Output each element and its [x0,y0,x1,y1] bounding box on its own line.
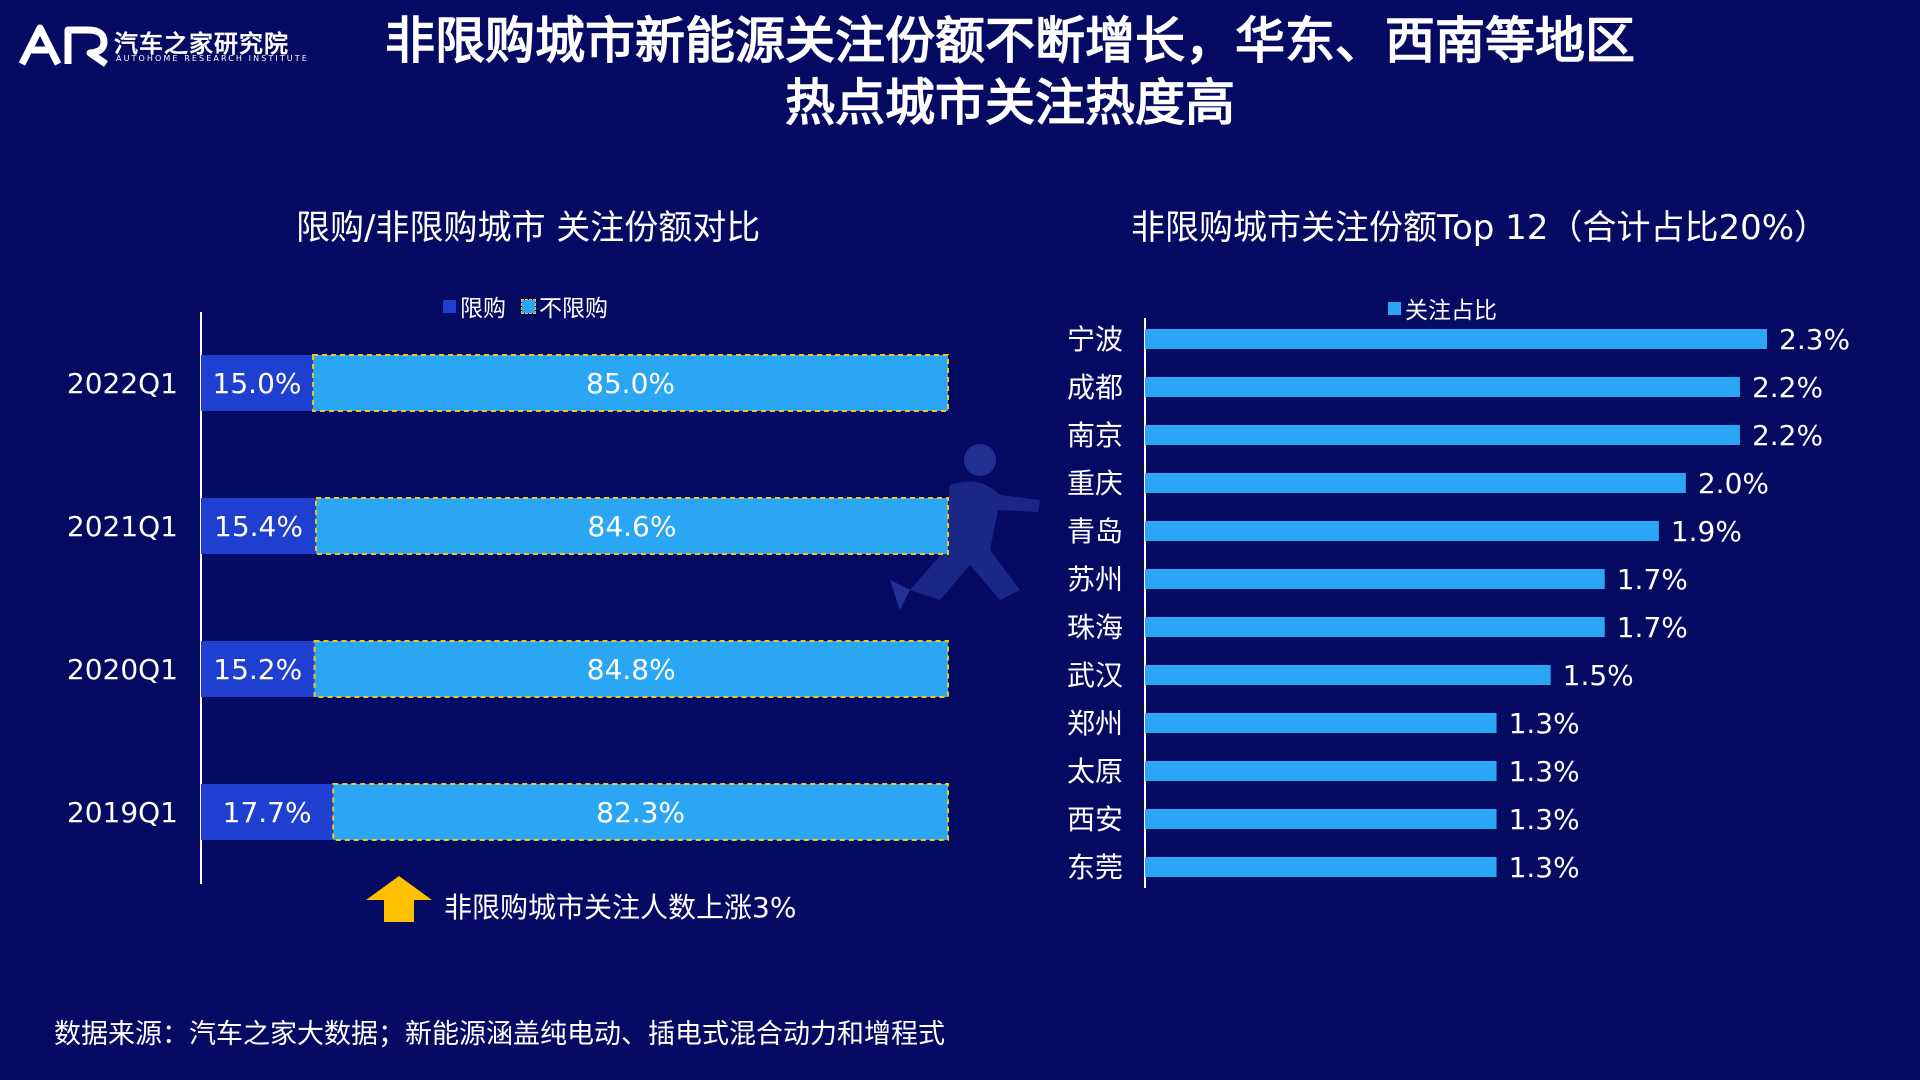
left-chart-bar-restricted [201,498,317,554]
right-chart-title: 非限购城市关注份额Top 12（合计占比20%） [1131,208,1829,248]
left-chart-bar-unrestricted [332,783,949,841]
left-chart-category-label: 2019Q1 [67,796,178,829]
up-arrow-icon [366,876,432,922]
right-chart-category-label: 南京 [1067,419,1123,452]
left-chart-data-label-restricted: 15.4% [214,510,303,543]
left-chart-data-label-unrestricted: 85.0% [586,367,675,400]
logo-en-text: AUTOHOME RESEARCH INSTITUTE [116,54,309,63]
left-chart-data-label-restricted: 17.7% [223,796,312,829]
left-chart-bar-restricted [201,355,314,411]
right-chart-data-label: 2.0% [1698,467,1769,500]
left-chart-bar-unrestricted [312,354,949,412]
runner-illustration-icon [890,444,1040,610]
left-chart-data-label-restricted: 15.2% [213,653,302,686]
right-chart-data-label: 2.3% [1779,323,1850,356]
legend-item-restricted: 限购 [443,289,506,323]
right-chart-category-label: 东莞 [1067,851,1123,884]
legend-label-restricted: 限购 [460,296,506,322]
right-chart-data-label: 1.3% [1509,755,1580,788]
right-chart-data-label: 1.3% [1509,707,1580,740]
left-chart-bar-restricted [201,641,315,697]
right-chart-bar [1145,425,1740,445]
right-chart-category-label: 太原 [1067,755,1123,788]
right-chart-data-label: 1.7% [1617,563,1688,596]
right-chart-bar [1145,713,1497,733]
legend-swatch-restricted [443,299,456,313]
right-chart-data-label: 1.3% [1509,851,1580,884]
right-chart-bar [1145,521,1659,541]
logo-cn-text: 汽车之家研究院 [114,30,289,58]
legend-label-unrestricted: 不限购 [539,296,608,322]
right-chart-category-label: 武汉 [1067,659,1123,692]
left-chart-category-label: 2021Q1 [67,510,178,543]
growth-note: 非限购城市关注人数上涨3% [444,891,797,924]
right-chart-bar [1145,857,1497,877]
right-chart-data-label: 1.9% [1671,515,1742,548]
right-chart-data-label: 2.2% [1752,371,1823,404]
right-chart-category-label: 西安 [1067,803,1123,836]
right-chart-bar [1145,569,1605,589]
right-chart-bar [1145,617,1605,637]
right-chart-category-label: 青岛 [1067,515,1123,548]
right-chart-legend: 关注占比 [1388,291,1513,325]
right-chart-bar [1145,809,1497,829]
autohome-ar-logo-icon [18,24,108,67]
right-chart-data-label: 1.7% [1617,611,1688,644]
legend-item-unrestricted: 不限购 [521,289,608,323]
page-title-line-2: 热点城市关注热度高 [785,74,1235,132]
legend-item-share: 关注占比 [1388,291,1497,325]
right-chart-data-label: 2.2% [1752,419,1823,452]
right-chart-category-label: 珠海 [1067,611,1123,644]
legend-swatch-share [1388,301,1401,315]
right-chart-category-label: 郑州 [1067,707,1123,740]
left-chart-category-label: 2020Q1 [67,653,178,686]
right-chart-category-label: 重庆 [1067,467,1123,500]
data-source: 数据来源：汽车之家大数据；新能源涵盖纯电动、插电式混合动力和增程式 [54,1019,945,1050]
page-title: 非限购城市新能源关注份额不断增长，华东、西南等地区 热点城市关注热度高 [300,10,1720,134]
left-chart-category-label: 2022Q1 [67,367,178,400]
left-chart-legend: 限购 不限购 [443,289,624,323]
right-chart-category-label: 苏州 [1067,563,1123,596]
right-chart-category-label: 成都 [1067,371,1123,404]
logo: 汽车之家研究院 AUTOHOME RESEARCH INSTITUTE [18,22,307,72]
legend-label-share: 关注占比 [1405,298,1497,324]
left-chart-bar-restricted [201,784,334,840]
left-chart-data-label-unrestricted: 84.8% [587,653,676,686]
page-title-line-1: 非限购城市新能源关注份额不断增长，华东、西南等地区 [385,12,1635,70]
left-chart-title: 限购/非限购城市 关注份额对比 [296,208,761,248]
right-chart-bar [1145,329,1767,349]
left-chart-bar-unrestricted [313,640,949,698]
legend-swatch-unrestricted [521,298,536,314]
left-chart-data-label-unrestricted: 82.3% [596,796,685,829]
right-chart-category-label: 宁波 [1067,323,1123,356]
left-chart-data-label-restricted: 15.0% [213,367,302,400]
right-chart-data-label: 1.3% [1509,803,1580,836]
right-chart-bar [1145,473,1686,493]
right-chart-data-label: 1.5% [1563,659,1634,692]
right-chart-bar [1145,761,1497,781]
left-chart-bar-unrestricted [315,497,949,555]
right-chart-bar [1145,377,1740,397]
right-chart-bar [1145,665,1551,685]
left-chart-data-label-unrestricted: 84.6% [588,510,677,543]
